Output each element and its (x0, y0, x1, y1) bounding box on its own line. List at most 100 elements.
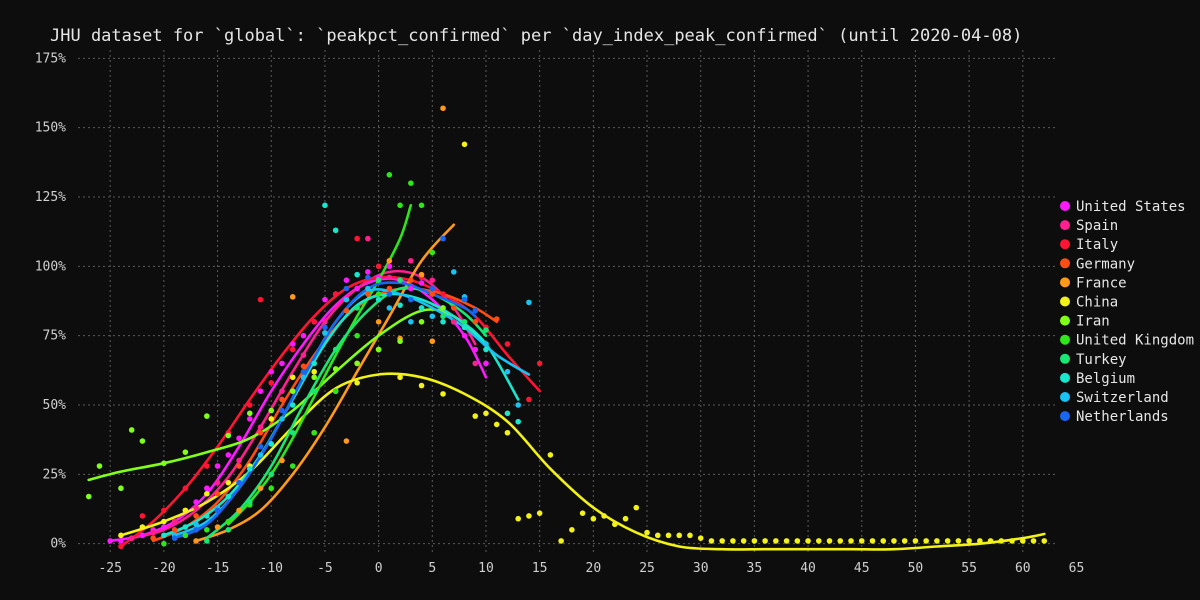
data-point-iran (289, 388, 296, 394)
trend-line-belgium (162, 292, 520, 537)
data-point-spain (257, 424, 264, 430)
data-point-united-kingdom (429, 249, 436, 256)
data-point-iran (332, 366, 339, 372)
data-point-turkey (311, 388, 317, 394)
trend-lines (87, 204, 1046, 551)
data-point-united-states (268, 368, 275, 375)
legend-marker-iran (1060, 315, 1070, 326)
data-point-turkey (204, 538, 210, 544)
data-point-switzerland (279, 416, 285, 422)
data-point-germany (236, 463, 242, 469)
data-point-united-states (408, 285, 414, 292)
data-point-china (547, 452, 554, 458)
legend-marker-belgium (1060, 372, 1070, 383)
data-point-turkey (375, 277, 382, 283)
legend-label-iran: Iran (1076, 314, 1110, 330)
data-point-netherlands (386, 291, 393, 297)
data-point-china (826, 538, 833, 544)
data-point-belgium (161, 532, 167, 539)
x-tick-label: 65 (1069, 561, 1085, 576)
data-point-china (923, 538, 929, 544)
legend-item-germany: Germany (1060, 256, 1135, 272)
data-point-germany (171, 527, 178, 533)
data-point-france (386, 257, 393, 264)
series-united-kingdom-points (161, 172, 436, 547)
x-tick-label: 20 (586, 561, 602, 576)
legend-item-turkey: Turkey (1060, 352, 1127, 368)
data-point-germany (193, 513, 199, 519)
data-point-italy (311, 319, 317, 325)
x-tick-label: 40 (800, 561, 816, 576)
data-point-united-states (354, 285, 360, 292)
data-point-france (289, 294, 296, 300)
legend-marker-france (1060, 277, 1070, 288)
data-point-switzerland (429, 313, 436, 320)
data-point-united-states (472, 346, 479, 353)
data-point-netherlands (322, 324, 328, 331)
data-point-italy (182, 485, 189, 492)
data-point-germany (214, 490, 221, 497)
trend-line-italy (119, 275, 541, 548)
data-point-china (848, 538, 854, 544)
data-point-united-states (236, 435, 242, 442)
data-point-italy (289, 346, 296, 353)
legend-label-turkey: Turkey (1076, 352, 1127, 368)
data-point-netherlands (214, 507, 221, 514)
legend-marker-china (1060, 296, 1070, 307)
series-united-states-points (107, 263, 489, 544)
data-point-italy (139, 513, 146, 519)
data-point-turkey (483, 327, 489, 333)
data-point-iran (440, 305, 446, 311)
legend-item-switzerland: Switzerland (1060, 390, 1169, 406)
data-point-united-states (204, 485, 210, 492)
data-point-switzerland (408, 319, 414, 325)
data-point-china (161, 518, 167, 525)
data-point-switzerland (365, 285, 371, 292)
data-point-iran (397, 338, 403, 345)
data-point-spain (279, 388, 285, 394)
data-point-netherlands (440, 235, 446, 242)
data-point-china (730, 538, 736, 544)
data-point-switzerland (322, 330, 328, 336)
data-point-china (601, 513, 607, 519)
x-tick-label: 55 (961, 561, 977, 576)
data-point-united-states (322, 296, 328, 303)
data-point-china (418, 382, 425, 389)
data-point-belgium (289, 402, 296, 408)
y-tick-label: 0% (50, 537, 66, 552)
legend-marker-netherlands (1060, 411, 1070, 422)
x-tick-label: 15 (532, 561, 548, 576)
data-point-iran (118, 485, 124, 492)
data-point-belgium (182, 524, 189, 530)
data-point-italy (332, 291, 339, 297)
data-point-iran (418, 319, 425, 325)
data-point-china (536, 510, 543, 516)
data-point-spain (193, 504, 199, 511)
x-tick-label: 30 (693, 561, 709, 576)
legend-item-netherlands: Netherlands (1060, 409, 1169, 425)
data-point-china (472, 413, 479, 419)
series-netherlands-points (171, 235, 479, 541)
data-point-china (783, 538, 790, 544)
data-point-united-kingdom (289, 463, 296, 469)
data-point-spain (472, 360, 479, 367)
legend-item-united-kingdom: United Kingdom (1060, 333, 1194, 349)
data-point-belgium (354, 271, 360, 278)
trend-line-turkey (205, 286, 488, 540)
data-point-italy (268, 380, 275, 386)
data-point-turkey (246, 499, 253, 505)
legend-item-iran: Iran (1060, 314, 1110, 330)
data-point-spain (386, 274, 393, 281)
data-point-china (139, 524, 146, 530)
data-point-iran (354, 360, 360, 367)
data-point-belgium (332, 227, 339, 234)
x-tick-label: -15 (206, 561, 229, 576)
data-point-switzerland (483, 341, 489, 347)
data-point-china (805, 538, 811, 544)
data-point-china (998, 538, 1005, 544)
legend: United States Spain Italy Germany France Chin… (1060, 199, 1194, 425)
legend-label-china: China (1076, 295, 1118, 311)
data-point-china (901, 538, 908, 544)
data-point-italy (161, 507, 167, 514)
data-point-belgium (375, 296, 382, 303)
